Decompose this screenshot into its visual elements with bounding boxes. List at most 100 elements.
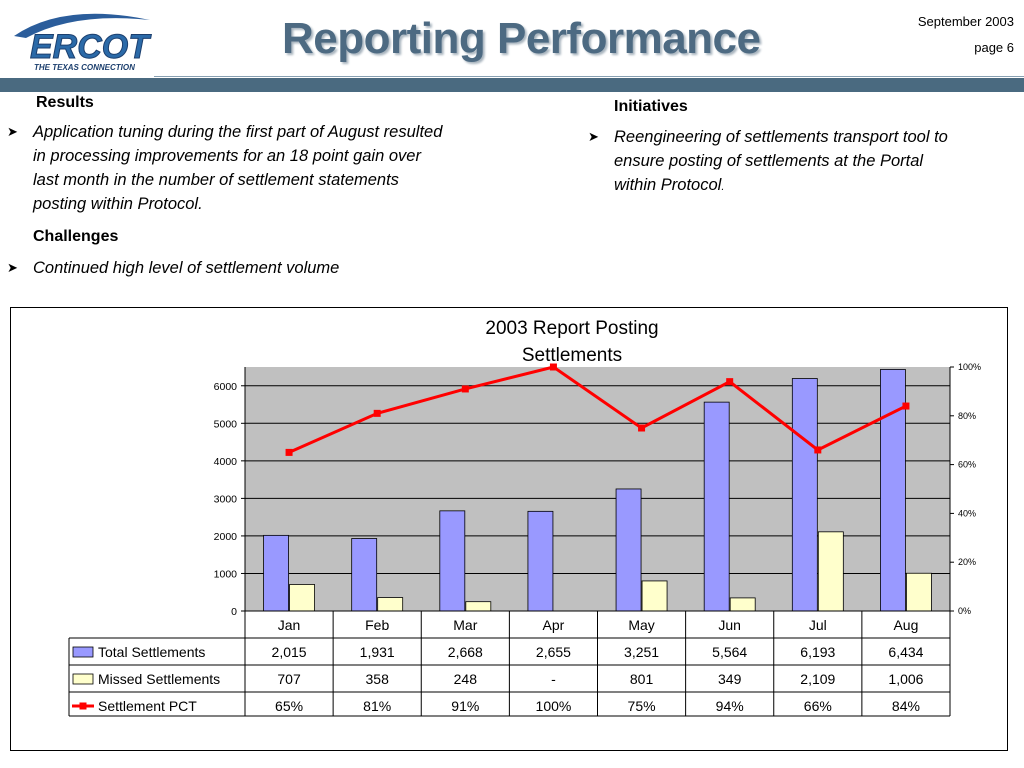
bar-missed-settlements	[906, 572, 932, 612]
x-tick-label: Jul	[809, 617, 827, 633]
legend-swatch	[72, 673, 94, 685]
logo-text: ERCOT	[30, 28, 152, 66]
bar-missed-settlements	[377, 597, 404, 612]
data-label: 2,109	[800, 671, 835, 687]
initiatives-line: ensure posting of settlements at the Por…	[614, 152, 924, 170]
data-label: 349	[718, 671, 742, 687]
data-label: 94%	[716, 698, 744, 714]
point-settlement-pct	[285, 448, 293, 456]
results-heading: Results	[36, 94, 94, 111]
x-tick-label: Apr	[543, 617, 565, 633]
data-label: 100%	[536, 698, 572, 714]
challenges-heading: Challenges	[33, 228, 119, 245]
y-tick-label: 4000	[214, 456, 238, 468]
data-label: 1,931	[360, 644, 395, 660]
x-tick-label: Jun	[718, 617, 741, 633]
initiatives-heading: Initiatives	[614, 98, 688, 115]
bar-total-settlements	[791, 378, 818, 612]
y2-tick-label: 60%	[958, 460, 976, 470]
x-tick-label: Aug	[893, 617, 918, 633]
bar-missed-settlements	[817, 531, 844, 612]
bar-total-settlements	[263, 534, 289, 612]
data-label: 84%	[892, 698, 920, 714]
settlements-chart: 2003 Report Posting Settlements 0 1000 2000 3…	[68, 318, 981, 717]
logo-swoosh-icon	[14, 13, 150, 38]
x-tick-label: Jan	[278, 617, 301, 633]
bar-total-settlements	[439, 510, 466, 612]
data-label: 5,564	[712, 644, 747, 660]
point-settlement-pct	[549, 363, 557, 371]
bullet-arrow-icon: ➤	[7, 260, 18, 275]
y-tick-label: 3000	[214, 493, 238, 505]
chart-title: Settlements	[522, 345, 622, 366]
data-label: 248	[454, 671, 478, 687]
point-settlement-pct	[638, 424, 646, 432]
logo-subtext: THE TEXAS CONNECTION	[34, 63, 135, 72]
point-settlement-pct	[726, 378, 734, 386]
y2-tick-label: 80%	[958, 411, 976, 421]
header-rule	[154, 76, 1024, 77]
initiatives-line: Reengineering of settlements transport t…	[614, 128, 948, 146]
results-line: in processing improvements for an 18 poi…	[33, 147, 421, 165]
initiatives-bullet: ➤ Reengineering of settlements transport…	[588, 125, 1019, 199]
y-tick-label: 6000	[214, 381, 238, 393]
bullet-arrow-icon: ➤	[7, 124, 18, 139]
bar-total-settlements	[880, 369, 906, 612]
bar-missed-settlements	[641, 580, 668, 612]
challenges-line: Continued high level of settlement volum…	[33, 259, 340, 277]
x-tick-label: May	[628, 617, 654, 633]
data-label: 2,655	[536, 644, 571, 660]
data-label: 3,251	[624, 644, 659, 660]
x-tick-label: Feb	[365, 617, 389, 633]
y-tick-label: 2000	[214, 531, 238, 543]
header-bar	[0, 78, 1024, 92]
chart-title: 2003 Report Posting	[485, 318, 658, 339]
bullet-arrow-icon: ➤	[588, 129, 599, 144]
page-title: Reporting Performance	[282, 14, 761, 63]
data-label: 1,006	[888, 671, 923, 687]
point-settlement-pct	[461, 385, 469, 393]
y2-tick-label: 100%	[958, 362, 981, 372]
data-label: 66%	[804, 698, 832, 714]
bar-missed-settlements	[729, 597, 756, 612]
line-settlement-pct	[288, 365, 907, 454]
header-page-number: page 6	[974, 40, 1014, 55]
legend-swatch-marker	[79, 702, 87, 710]
ercot-logo: ERCOT THE TEXAS CONNECTION	[14, 13, 153, 72]
data-label: 6,434	[888, 644, 923, 660]
plot-area	[245, 367, 950, 611]
initiatives-line-text: within Protocol	[614, 176, 722, 194]
bar-missed-settlements	[465, 601, 492, 612]
point-settlement-pct	[814, 446, 822, 454]
results-line: Application tuning during the first part…	[33, 123, 443, 141]
data-label: 91%	[451, 698, 479, 714]
results-line: posting within Protocol.	[33, 195, 203, 213]
y-tick-label: 5000	[214, 418, 238, 430]
results-bullet: ➤ Application tuning during the first pa…	[7, 120, 533, 216]
bar-total-settlements	[351, 538, 378, 612]
y-tick-label: 1000	[214, 568, 238, 580]
initiatives-trailing-dot: .	[721, 181, 725, 193]
data-label: 2,668	[448, 644, 483, 660]
data-label: 2,015	[272, 644, 307, 660]
data-label: 75%	[628, 698, 656, 714]
data-label: 81%	[363, 698, 391, 714]
x-tick-label: Mar	[453, 617, 477, 633]
legend-entry: Missed Settlements	[98, 671, 220, 687]
header-date: September 2003	[917, 14, 1014, 29]
bar-total-settlements	[527, 510, 554, 612]
legend-swatch	[72, 646, 94, 658]
data-label: 358	[366, 671, 390, 687]
y2-tick-label: 0%	[958, 606, 971, 616]
y2-tick-label: 40%	[958, 508, 976, 518]
point-settlement-pct	[902, 402, 910, 410]
data-label: 6,193	[800, 644, 835, 660]
y-tick-label: 0	[231, 606, 237, 618]
results-line: last month in the number of settlement s…	[33, 171, 399, 189]
y2-tick-label: 20%	[958, 557, 976, 567]
data-label: 65%	[275, 698, 303, 714]
data-label: 801	[630, 671, 654, 687]
bar-total-settlements	[703, 401, 730, 612]
point-settlement-pct	[373, 409, 381, 417]
data-label: -	[551, 671, 556, 687]
